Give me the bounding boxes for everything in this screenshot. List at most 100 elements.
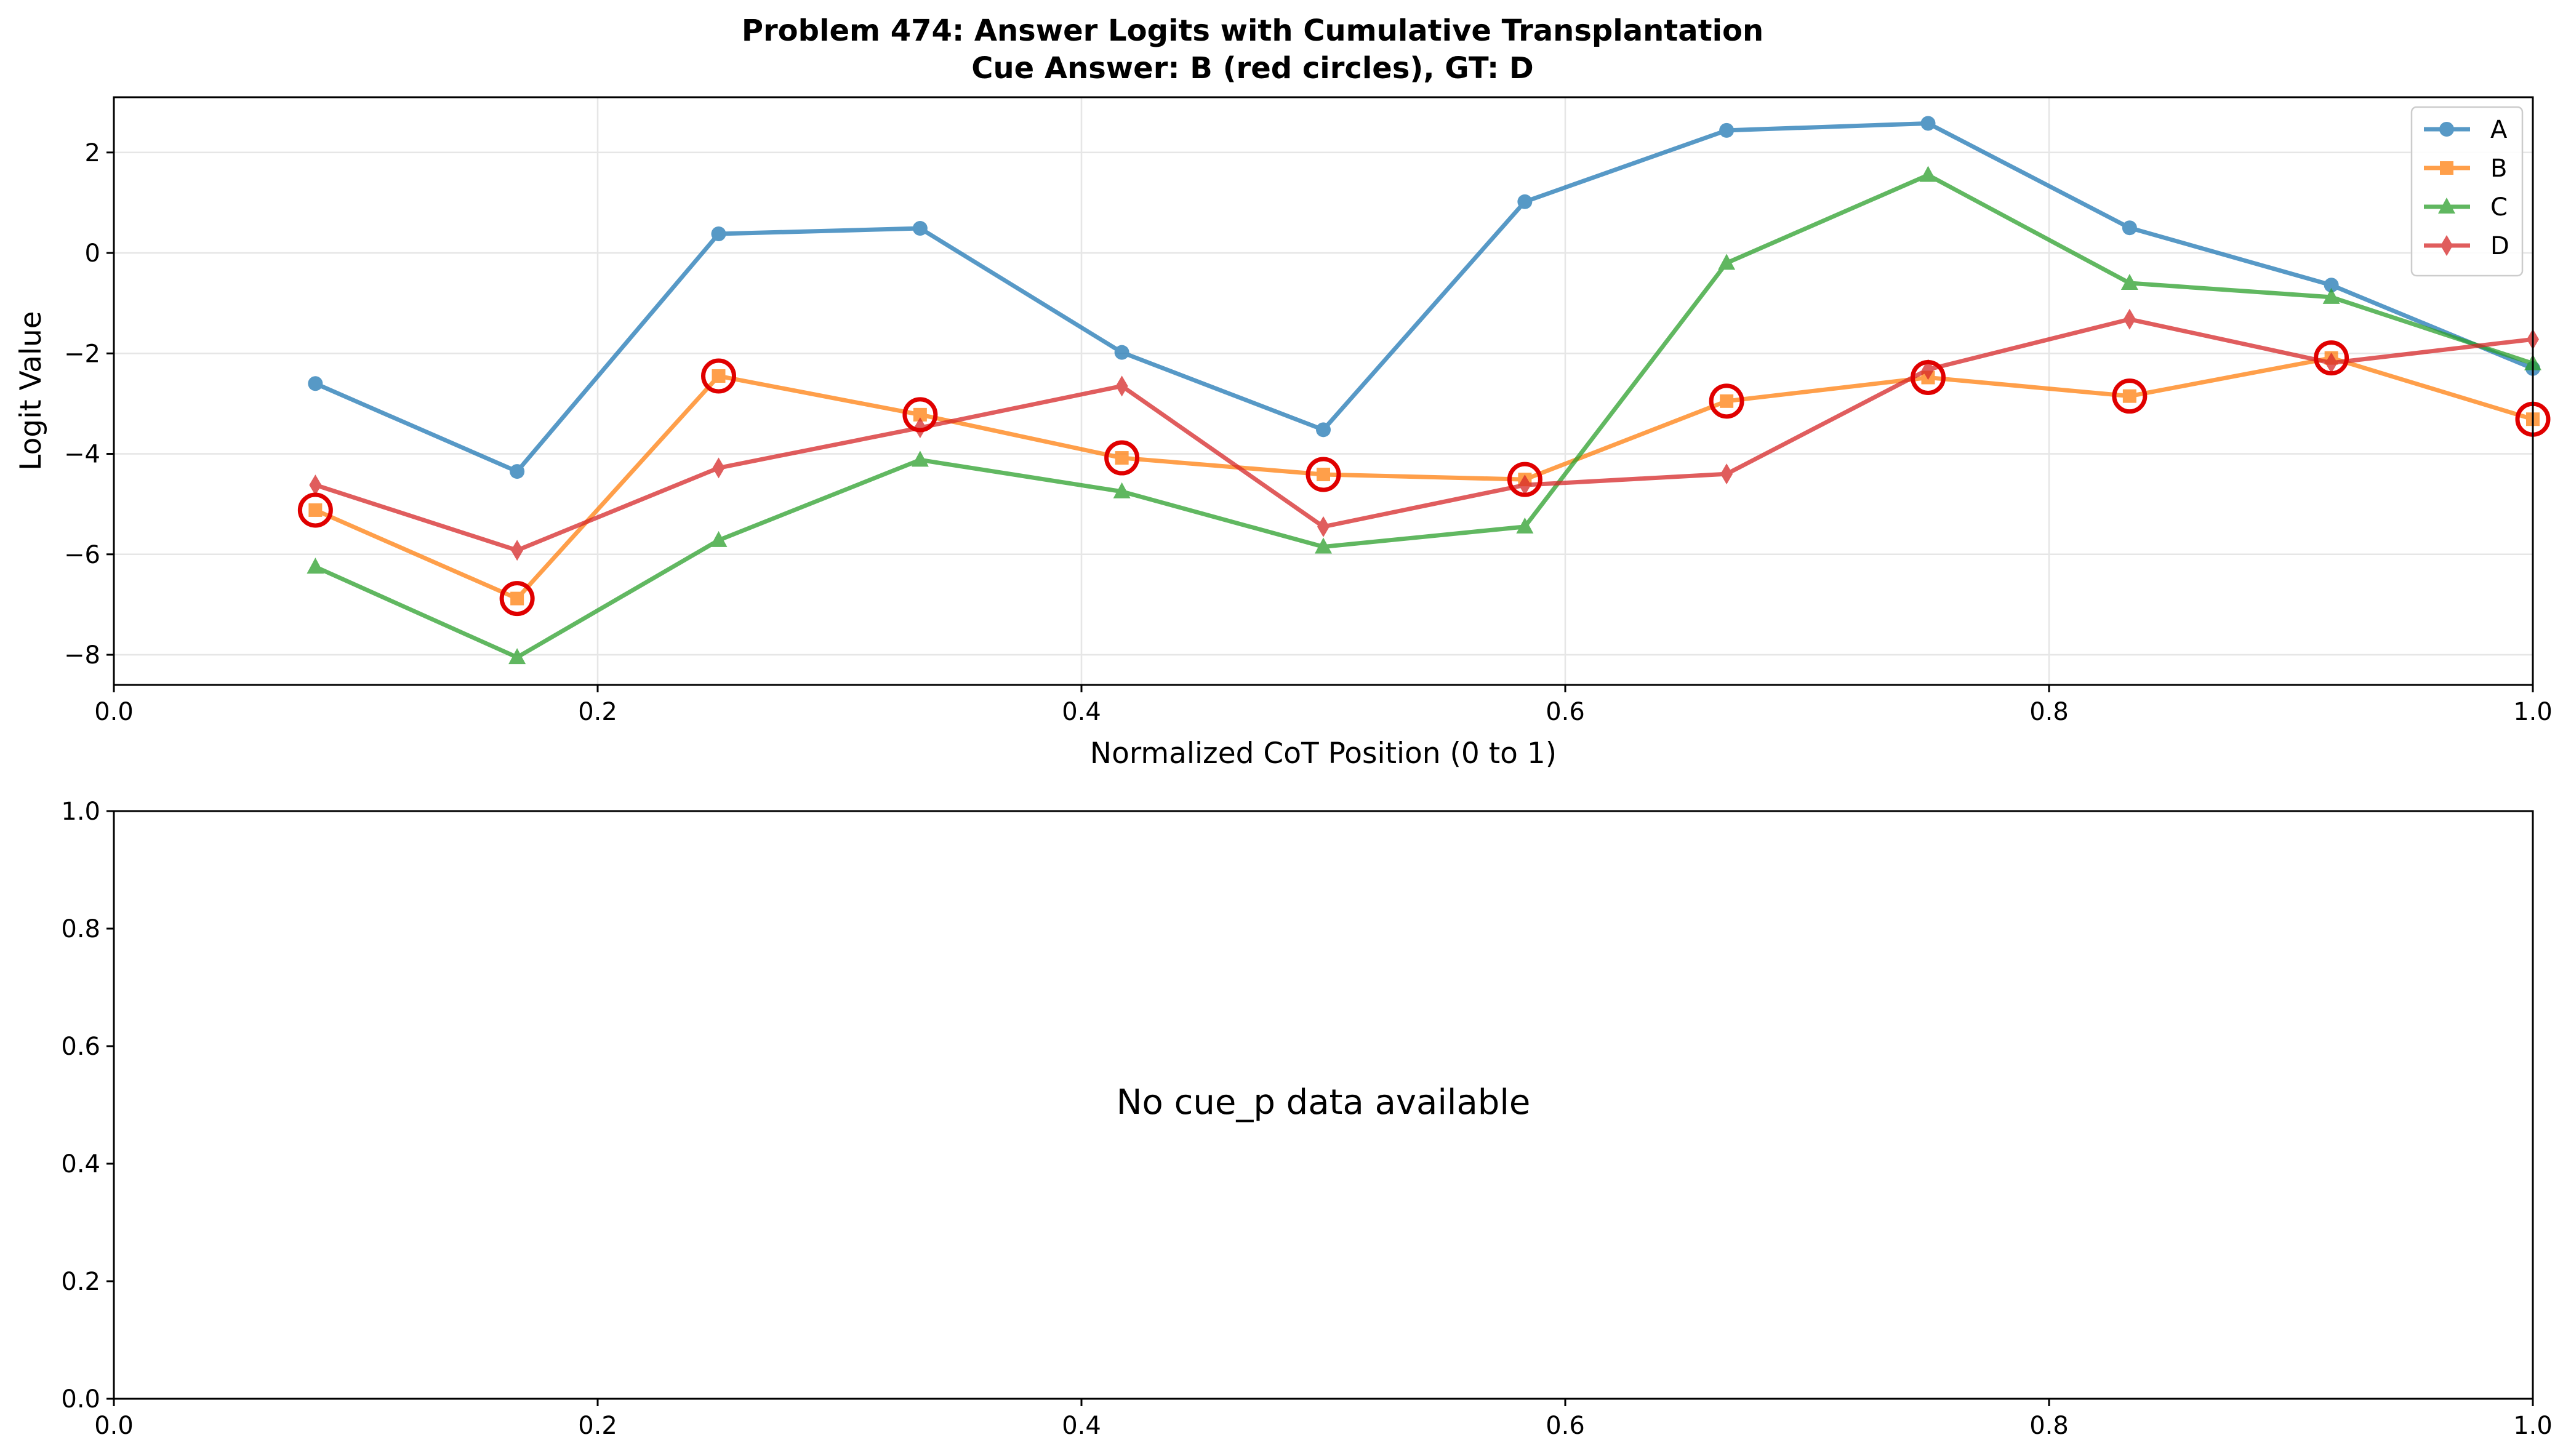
x-tick-label: 0.0 bbox=[94, 698, 134, 726]
data-point-c bbox=[1718, 254, 1736, 270]
y-tick-label: −6 bbox=[64, 541, 100, 569]
data-point-c bbox=[2322, 287, 2340, 304]
data-point-a bbox=[308, 376, 323, 391]
data-point-c bbox=[1516, 517, 1534, 534]
logits-chart: Problem 474: Answer Logits with Cumulati… bbox=[14, 14, 2553, 770]
data-point-a bbox=[1517, 194, 1533, 209]
data-point-a bbox=[510, 464, 525, 479]
data-point-d bbox=[1518, 474, 1531, 496]
series-line-c bbox=[314, 173, 2534, 660]
series-line-a bbox=[314, 121, 2534, 474]
legend-label: B bbox=[2490, 154, 2507, 183]
x-tick-label: 0.0 bbox=[94, 1412, 134, 1440]
x-tick-label: 0.6 bbox=[1546, 1412, 1585, 1440]
data-point-c bbox=[1113, 482, 1131, 498]
x-axis-ticks: 0.0 0.2 0.4 0.6 0.8 1.0 bbox=[94, 1399, 2553, 1440]
data-point-c bbox=[1315, 537, 1332, 554]
data-point-a bbox=[2324, 278, 2339, 293]
y-axis-ticks: 0.0 0.2 0.4 0.6 0.8 1.0 bbox=[61, 798, 114, 1414]
legend-marker bbox=[2440, 161, 2453, 175]
data-point-c bbox=[1919, 166, 1937, 182]
y-tick-label: 0.6 bbox=[61, 1033, 100, 1061]
x-tick-label: 0.4 bbox=[1062, 1412, 1101, 1440]
legend-label: C bbox=[2490, 193, 2508, 222]
x-tick-label: 0.2 bbox=[578, 698, 617, 726]
data-point-c bbox=[307, 558, 324, 574]
data-point-c bbox=[508, 648, 526, 665]
cue-p-chart: 0.0 0.2 0.4 0.6 0.8 1.0 0.0 0.2 0.4 0.6 0.8 1.0 No… bbox=[61, 798, 2552, 1440]
y-axis-label: Logit Value bbox=[14, 311, 48, 470]
x-tick-label: 0.8 bbox=[2029, 1412, 2069, 1440]
cue-circle bbox=[499, 581, 535, 617]
cue-circle bbox=[1911, 359, 1946, 395]
x-tick-label: 1.0 bbox=[2513, 698, 2553, 726]
data-point-d bbox=[712, 457, 725, 479]
plot-frame bbox=[113, 810, 2534, 1400]
y-tick-label: 0 bbox=[85, 239, 100, 268]
legend-item-a bbox=[2424, 122, 2470, 137]
data-point-a bbox=[1719, 122, 1735, 138]
cue-circle bbox=[297, 492, 333, 528]
legend-label: A bbox=[2490, 116, 2508, 144]
data-point-b bbox=[308, 503, 323, 517]
y-tick-label: 0.0 bbox=[61, 1385, 100, 1414]
plot-frame bbox=[113, 96, 2534, 686]
cue-circle bbox=[1507, 462, 1542, 497]
data-point-c bbox=[2120, 274, 2138, 290]
legend-marker bbox=[2439, 122, 2454, 137]
cue-circle bbox=[701, 358, 736, 394]
cue-circle bbox=[1709, 383, 1744, 419]
x-axis-ticks: 0.0 0.2 0.4 0.6 0.8 1.0 bbox=[94, 685, 2553, 726]
data-point-d bbox=[913, 417, 926, 439]
y-tick-label: −8 bbox=[64, 641, 100, 670]
legend-marker bbox=[2441, 235, 2453, 256]
series-c bbox=[307, 166, 2541, 665]
data-point-b bbox=[2122, 389, 2136, 403]
data-point-b bbox=[510, 591, 524, 606]
data-point-b bbox=[712, 369, 726, 383]
cue-circle bbox=[2112, 378, 2148, 414]
y-tick-label: 0.8 bbox=[61, 915, 100, 943]
legend-marker bbox=[2438, 198, 2455, 214]
data-point-b bbox=[1317, 467, 1330, 481]
y-tick-label: −2 bbox=[64, 340, 100, 368]
data-point-d bbox=[1720, 463, 1733, 485]
chart-title: Problem 474: Answer Logits with Cumulati… bbox=[742, 14, 1763, 48]
series-line-b bbox=[314, 356, 2534, 601]
y-axis-ticks: −8 −6 −4 −2 0 2 bbox=[64, 139, 114, 670]
cue-circle bbox=[2314, 340, 2349, 376]
legend-item-c bbox=[2424, 198, 2470, 214]
series-b bbox=[308, 351, 2540, 606]
cue-circle bbox=[1306, 457, 1341, 492]
series-line-d bbox=[315, 317, 2533, 553]
no-data-message: No cue_p data available bbox=[1117, 1082, 1531, 1122]
y-tick-label: 2 bbox=[85, 139, 100, 167]
legend-item-b bbox=[2424, 161, 2470, 175]
cue-circle bbox=[1104, 440, 1140, 476]
data-point-c bbox=[911, 450, 929, 467]
data-point-d bbox=[2325, 352, 2338, 374]
data-point-d bbox=[511, 540, 524, 561]
legend-box bbox=[2410, 106, 2524, 277]
data-point-d bbox=[2123, 308, 2136, 330]
data-point-d bbox=[1115, 375, 1128, 397]
data-point-b bbox=[1720, 394, 1734, 408]
x-axis-label: Normalized CoT Position (0 to 1) bbox=[1090, 737, 1557, 770]
data-point-d bbox=[309, 474, 322, 496]
x-tick-label: 0.6 bbox=[1546, 698, 1585, 726]
data-point-d bbox=[1317, 516, 1330, 537]
series-lines bbox=[307, 116, 2541, 665]
x-tick-label: 0.4 bbox=[1062, 698, 1101, 726]
x-tick-label: 1.0 bbox=[2513, 1412, 2553, 1440]
data-point-b bbox=[913, 407, 927, 422]
y-tick-label: 0.4 bbox=[61, 1150, 100, 1178]
data-point-a bbox=[2122, 220, 2137, 236]
data-point-b bbox=[1115, 451, 1129, 465]
data-point-a bbox=[1114, 345, 1129, 360]
data-point-c bbox=[710, 530, 728, 547]
data-point-a bbox=[912, 221, 928, 236]
y-tick-label: 1.0 bbox=[61, 798, 100, 826]
legend-label: D bbox=[2490, 232, 2509, 260]
